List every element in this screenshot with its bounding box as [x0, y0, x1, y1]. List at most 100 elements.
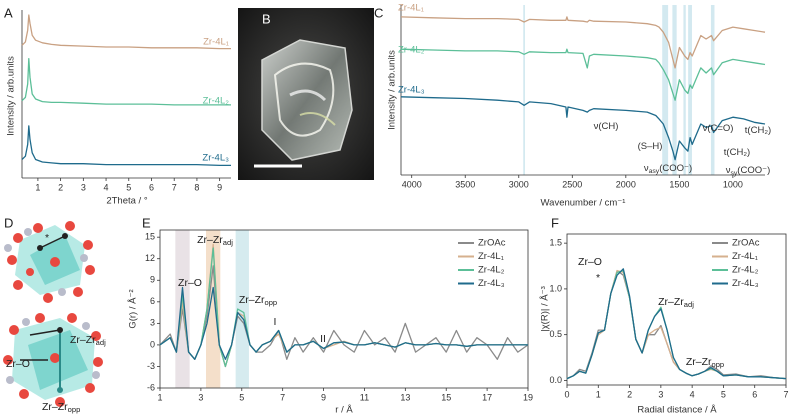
series-label: Zr-4L₃ — [398, 85, 425, 96]
annotation-part: (COO⁻) — [737, 165, 770, 176]
annotation: Zr–Zropp — [686, 356, 724, 369]
annotation: Zr–Zradj — [197, 234, 233, 247]
x-tick-label: 3 — [198, 392, 203, 402]
diagram-label-part: Zr–Zr — [70, 334, 96, 346]
y-axis-label: G(r) / Å⁻² — [128, 289, 139, 328]
x-tick-label: 5 — [239, 392, 244, 402]
diagram-label: Zr–Zropp — [42, 401, 80, 414]
annotation-part: II — [320, 333, 326, 345]
x-tick-label: 3 — [658, 389, 663, 399]
series-label: Zr-4L₁ — [398, 3, 424, 14]
annotation: (S–H) — [638, 141, 663, 152]
y-tick-label: 3 — [150, 318, 155, 328]
diagram-label-part: adj — [96, 338, 106, 347]
y-axis-label: Intensity / arb.units — [387, 50, 398, 130]
annotation: t(CH₂) — [724, 147, 750, 158]
series-line — [21, 125, 231, 167]
crystal-photo: B — [238, 8, 374, 180]
series-line — [400, 16, 766, 69]
panel-label: D — [4, 215, 13, 230]
x-tick-label: 2000 — [616, 179, 636, 189]
series-label: Zr-4L₃ — [202, 153, 229, 164]
annotation: ν(CH) — [594, 121, 619, 132]
x-tick-label: 3000 — [509, 179, 529, 189]
annotation-part: opp — [265, 298, 278, 307]
annotation: νsy(COO⁻) — [726, 165, 771, 177]
panel-label: C — [374, 5, 383, 20]
highlight-band — [662, 5, 669, 175]
x-tick-label: 1 — [596, 389, 601, 399]
diagram-label: Zr–Zradj — [70, 334, 106, 347]
x-tick-label: 7 — [783, 389, 788, 399]
y-tick-label: 6 — [150, 296, 155, 306]
annotation: * — [596, 272, 600, 284]
series-line — [400, 96, 766, 161]
annotation-part: Zr–O — [578, 256, 602, 268]
annotation-part: Zr–Zr — [239, 294, 265, 306]
series-label: Zr-4L₂ — [203, 96, 230, 107]
series-line — [566, 268, 787, 380]
annotation-part: I — [274, 316, 277, 328]
y-axis-label: |χ(R)| / Å⁻³ — [540, 286, 551, 332]
annotation-part: adj — [684, 300, 694, 309]
diagram-label-part: * — [45, 232, 49, 244]
x-tick-label: 1500 — [669, 179, 689, 189]
x-tick-label: 2 — [58, 182, 63, 192]
x-tick-label: 1 — [157, 392, 162, 402]
y-tick-label: 1.5 — [549, 238, 562, 248]
x-tick-label: 6 — [149, 182, 154, 192]
annotation-part: opp — [712, 360, 725, 369]
highlight-band — [235, 230, 249, 388]
legend-label: ZrOAc — [732, 238, 760, 249]
x-tick-label: 7 — [280, 392, 285, 402]
annotation-part: ν(CH) — [594, 121, 619, 132]
diagram-label: Zr–O — [6, 358, 30, 370]
x-tick-label: 4 — [104, 182, 109, 192]
plot-frame — [566, 233, 787, 386]
annotation-part: t(CH₂) — [724, 147, 750, 158]
y-tick-label: 0.5 — [549, 329, 562, 339]
series-line — [400, 48, 766, 101]
legend-label: Zr-4L₁ — [478, 251, 504, 262]
legend-label: Zr-4L₁ — [732, 251, 758, 262]
panel-label: F — [551, 215, 559, 230]
x-tick-label: 15 — [441, 392, 451, 402]
highlight-band — [523, 5, 525, 175]
annotation: ν(C=O) — [703, 123, 734, 134]
y-tick-label: -3 — [147, 361, 155, 371]
annotation-part: ν — [726, 165, 731, 176]
annotation: Zr–Zradj — [658, 296, 694, 309]
annotation: νasy(COO⁻) — [644, 163, 692, 175]
series-line — [566, 269, 787, 380]
x-tick-label: 19 — [523, 392, 533, 402]
y-tick-label: 0.0 — [549, 375, 562, 385]
annotation-part: sy — [730, 170, 737, 177]
series-line — [159, 265, 529, 368]
annotation-part: Zr–Zr — [658, 296, 684, 308]
diagram-label-part: Zr–O — [6, 358, 30, 370]
annotation: Zr–O — [178, 277, 202, 289]
annotation-part: Zr–O — [178, 277, 202, 289]
panel-label: B — [262, 11, 271, 26]
y-tick-label: 15 — [145, 232, 155, 242]
x-tick-label: 3 — [81, 182, 86, 192]
annotation: I — [274, 316, 277, 328]
y-tick-label: 12 — [145, 253, 155, 263]
annotation-part: (COO⁻) — [659, 163, 692, 174]
annotation-part: (S–H) — [638, 141, 663, 152]
x-axis-label: Wavenumber / cm⁻¹ — [541, 198, 626, 209]
x-tick-label: 8 — [194, 182, 199, 192]
annotation-part: ν — [644, 163, 649, 174]
cluster-diagram: D — [3, 215, 103, 407]
annotation-part: Zr–Zr — [197, 234, 223, 246]
x-tick-label: 4 — [690, 389, 695, 399]
series-label: Zr-4L₁ — [203, 37, 229, 48]
annotation: Zr–Zropp — [239, 294, 277, 307]
x-tick-label: 5 — [721, 389, 726, 399]
x-tick-label: 1 — [35, 182, 40, 192]
annotation-part: asy — [649, 168, 660, 175]
highlight-band — [688, 5, 692, 175]
highlight-band — [206, 230, 221, 388]
x-tick-label: 9 — [321, 392, 326, 402]
